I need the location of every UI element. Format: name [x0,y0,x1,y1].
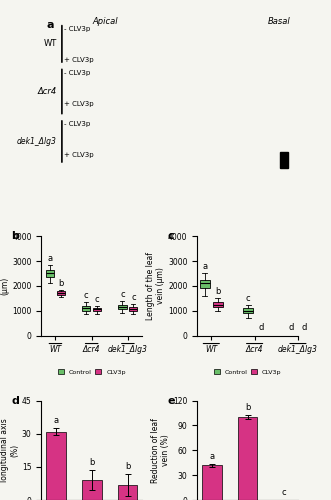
PathPatch shape [82,306,90,310]
Text: WT: WT [43,40,57,48]
Text: a: a [46,20,54,30]
Text: d: d [302,322,307,332]
Text: c: c [120,290,125,299]
PathPatch shape [213,302,223,307]
Text: d: d [259,322,264,332]
Text: b: b [58,278,64,287]
Legend: Control, CLV3p: Control, CLV3p [55,366,128,377]
Y-axis label: Reduction of leaf
longitudinal axis
(%): Reduction of leaf longitudinal axis (%) [0,418,19,483]
Bar [118,484,137,500]
PathPatch shape [243,308,253,313]
Text: c: c [95,295,99,304]
Text: d: d [11,396,19,406]
Text: b: b [245,403,250,412]
PathPatch shape [129,307,137,310]
Text: Apical: Apical [93,16,118,26]
Text: - CLV3p: - CLV3p [65,70,91,75]
Y-axis label: Reduction of leaf
vein (%): Reduction of leaf vein (%) [151,418,170,483]
Text: a: a [209,452,214,460]
PathPatch shape [57,292,65,294]
Text: a: a [47,254,53,263]
Text: b: b [125,462,130,470]
Text: c: c [281,488,286,496]
Text: Δcr4: Δcr4 [37,87,57,96]
Text: a: a [53,416,58,426]
Text: c: c [131,293,136,302]
Bar [82,480,102,500]
Bar [46,432,66,500]
Text: + CLV3p: + CLV3p [65,57,94,63]
PathPatch shape [200,280,210,288]
Text: c: c [246,294,251,302]
Bar [202,465,221,500]
Text: + CLV3p: + CLV3p [65,101,94,107]
Y-axis label: Length of the leaf
longitudinal axis
(μm): Length of the leaf longitudinal axis (μm… [0,252,9,320]
Legend: Control, CLV3p: Control, CLV3p [211,366,284,377]
Text: + CLV3p: + CLV3p [65,152,94,158]
Bar [280,152,288,168]
Text: b: b [215,288,220,296]
Text: c: c [167,231,174,241]
Text: d: d [289,322,294,332]
Text: dek1_Δlg3: dek1_Δlg3 [17,137,57,146]
PathPatch shape [118,304,126,310]
Text: c: c [84,291,89,300]
Text: a: a [202,262,208,272]
Text: - CLV3p: - CLV3p [65,26,91,32]
Text: - CLV3p: - CLV3p [65,121,91,127]
Text: b: b [11,231,19,241]
Text: e: e [167,396,175,406]
PathPatch shape [46,270,54,277]
Text: Basal: Basal [267,16,290,26]
PathPatch shape [93,308,101,311]
Y-axis label: Length of the leaf
vein (μm): Length of the leaf vein (μm) [146,252,165,320]
Bar [238,417,258,500]
Text: b: b [89,458,94,467]
